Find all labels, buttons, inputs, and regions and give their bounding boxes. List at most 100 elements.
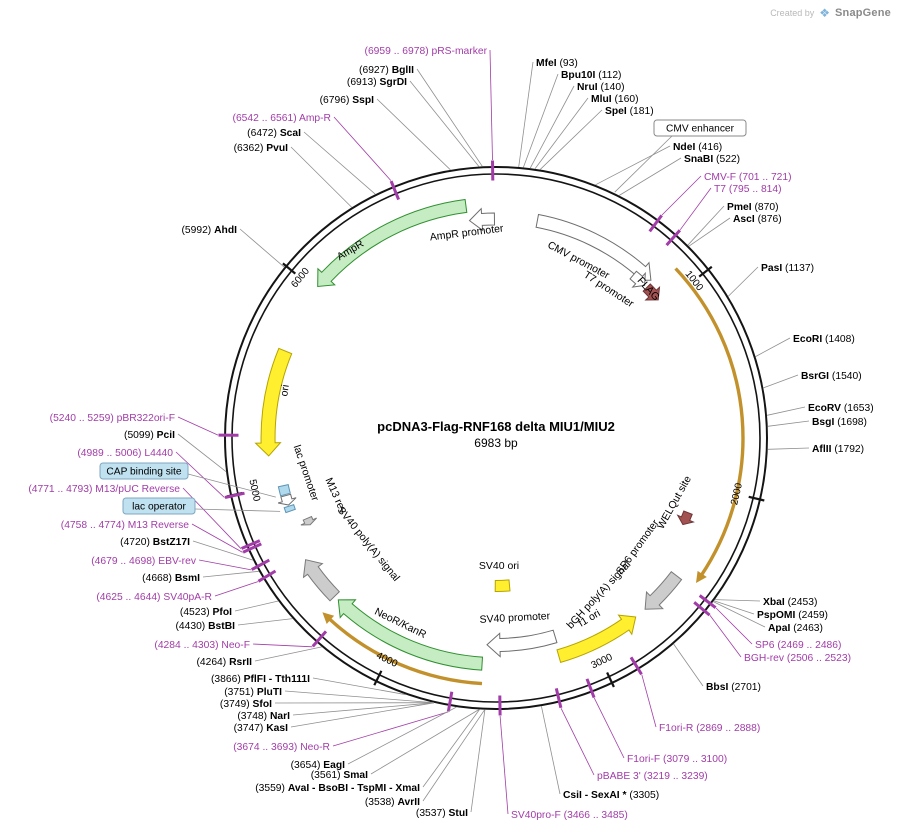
primer-label-cmv-f[interactable]: CMV-F (701 .. 721)	[704, 172, 792, 183]
restriction-site-label-aflii[interactable]: AflII (1792)	[812, 444, 864, 455]
feature-flag[interactable]	[642, 283, 661, 301]
primer-label-m13-puc-reverse[interactable]: (4771 .. 4793) M13/pUC Reverse	[28, 484, 180, 495]
restriction-site-label-pfoi[interactable]: (4523) PfoI	[180, 607, 232, 618]
restriction-site-label-apai[interactable]: ApaI (2463)	[768, 623, 823, 634]
restriction-site-label-sgrdi[interactable]: (6913) SgrDI	[347, 77, 407, 88]
feature-welqut-site[interactable]	[676, 510, 695, 526]
restriction-site-label-spei[interactable]: SpeI (181)	[605, 106, 654, 117]
restriction-site-label-pcii[interactable]: (5099) PciI	[124, 430, 175, 441]
restriction-site-label-bstz17i[interactable]: (4720) BstZ17I	[120, 537, 190, 548]
restriction-site-label-mlui[interactable]: MluI (160)	[591, 94, 639, 105]
primer-label-neo-r[interactable]: (3674 .. 3693) Neo-R	[233, 742, 330, 753]
feature-f1-ori[interactable]	[556, 614, 637, 664]
restriction-site-label-pluti[interactable]: (3751) PluTI	[224, 687, 282, 698]
leader-line	[534, 97, 589, 170]
primer-label-sv40pa-r[interactable]: (4625 .. 4644) SV40pA-R	[96, 592, 212, 603]
restriction-site-label-nrui[interactable]: NruI (140)	[577, 82, 625, 93]
restriction-site-label-bsgi[interactable]: BsgI (1698)	[812, 417, 867, 428]
restriction-site-label-bsrgi[interactable]: BsrGI (1540)	[801, 371, 862, 382]
major-tick	[282, 262, 296, 275]
restriction-site-label-ndei[interactable]: NdeI (416)	[673, 142, 722, 153]
feature-ampr-promoter[interactable]	[468, 207, 496, 232]
restriction-site-label-bsmi[interactable]: (4668) BsmI	[142, 573, 200, 584]
feature-lac-operator[interactable]	[283, 503, 296, 514]
feature-cap-binding-site[interactable]	[277, 484, 291, 497]
feature-bgh-poly-a-signal[interactable]	[644, 570, 683, 610]
primer-label-sp6[interactable]: SP6 (2469 .. 2486)	[755, 640, 841, 651]
restriction-site-label-asci[interactable]: AscI (876)	[733, 214, 782, 225]
primer-label-pbabe-3[interactable]: pBABE 3' (3219 .. 3239)	[597, 771, 708, 782]
primer-label-prs-marker[interactable]: (6959 .. 6978) pRS-marker	[365, 46, 488, 57]
restriction-site-label-pasi[interactable]: PasI (1137)	[761, 263, 814, 274]
restriction-site-label-bstbi[interactable]: (4430) BstBI	[175, 621, 235, 632]
feature-label-sv40-ori[interactable]: SV40 ori	[479, 560, 519, 572]
feature-neor-kanr[interactable]	[337, 599, 484, 671]
restriction-site-label-avai-bsobi-tspmi-xmai[interactable]: (3559) AvaI - BsoBI - TspMI - XmaI	[255, 783, 420, 794]
restriction-site-label-nari[interactable]: (3748) NarI	[237, 711, 290, 722]
restriction-site-label-csii-sexai[interactable]: CsiI - SexAI * (3305)	[563, 790, 659, 801]
feature-m13-rev[interactable]	[300, 515, 317, 526]
primer-label-neo-f[interactable]: (4284 .. 4303) Neo-F	[154, 640, 250, 651]
feature-label-sv40-promoter[interactable]: SV40 promoter	[479, 610, 551, 626]
restriction-site-label-pflfi-tth111i[interactable]: (3866) PflFI - Tth111I	[211, 674, 310, 685]
primer-label-f1ori-f[interactable]: F1ori-F (3079 .. 3100)	[627, 754, 727, 765]
leader-line	[177, 416, 219, 436]
restriction-site-label-eagi[interactable]: (3654) EagI	[291, 760, 346, 771]
leader-line	[523, 73, 559, 168]
primer-tick	[224, 491, 245, 499]
feature-label-ampr-promoter[interactable]: AmpR promoter	[429, 222, 505, 243]
feature-ampr[interactable]	[317, 198, 468, 288]
restriction-site-label-xbai[interactable]: XbaI (2453)	[763, 597, 817, 608]
tick-number: 4000	[374, 650, 399, 670]
restriction-site-label-avrii[interactable]: (3538) AvrII	[365, 797, 420, 808]
leader-line	[713, 601, 766, 628]
feature-neor-orf[interactable]	[322, 612, 483, 686]
leader-line	[763, 374, 799, 389]
feature-lac-promoter[interactable]	[277, 493, 297, 506]
restriction-site-label-ahdi[interactable]: (5992) AhdI	[181, 225, 237, 236]
restriction-site-label-mfei[interactable]: MfeI (93)	[536, 58, 578, 69]
restriction-site-label-sspi[interactable]: (6796) SspI	[320, 95, 375, 106]
restriction-site-label-pmei[interactable]: PmeI (870)	[727, 202, 779, 213]
feature-sv40-promoter[interactable]	[486, 629, 558, 658]
restriction-site-label-ecorv[interactable]: EcoRV (1653)	[808, 403, 874, 414]
feature-sv40-poly-a-signal[interactable]	[302, 559, 341, 602]
restriction-site-label-pvui[interactable]: (6362) PvuI	[234, 143, 289, 154]
boxed-label-cap-binding-site[interactable]: CAP binding site	[99, 462, 189, 480]
restriction-site-label-pspomi[interactable]: PspOMI (2459)	[757, 610, 828, 621]
feature-ori[interactable]	[254, 347, 293, 457]
primer-label-m13-reverse[interactable]: (4758 .. 4774) M13 Reverse	[61, 520, 189, 531]
primer-label-amp-r[interactable]: (6542 .. 6561) Amp-R	[233, 113, 331, 124]
restriction-site-label-ecori[interactable]: EcoRI (1408)	[793, 334, 855, 345]
primer-tick	[554, 688, 563, 709]
primer-label-l4440[interactable]: (4989 .. 5006) L4440	[77, 448, 173, 459]
restriction-site-label-kasi[interactable]: (3747) KasI	[234, 723, 289, 734]
boxed-label-lac-operator[interactable]: lac operator	[122, 497, 196, 515]
restriction-site-label-bpu10i[interactable]: Bpu10I (112)	[561, 70, 621, 81]
boxed-label-cmv-enhancer[interactable]: CMV enhancer	[653, 119, 747, 137]
restriction-site-label-rsrii[interactable]: (4264) RsrII	[196, 657, 252, 668]
leader-line	[284, 690, 434, 703]
feature-label-lac-promoter[interactable]: lac promoter	[291, 443, 322, 503]
primer-label-t7[interactable]: T7 (795 .. 814)	[714, 184, 782, 195]
primer-label-sv40pro-f[interactable]: SV40pro-F (3466 .. 3485)	[511, 810, 628, 821]
restriction-site-label-sfoi[interactable]: (3749) SfoI	[220, 699, 272, 710]
primer-label-f1ori-r[interactable]: F1ori-R (2869 .. 2888)	[659, 723, 760, 734]
restriction-site-label-stui[interactable]: (3537) StuI	[416, 808, 468, 819]
feature-t7-promoter[interactable]	[629, 270, 646, 288]
primer-label-ebv-rev[interactable]: (4679 .. 4698) EBV-rev	[91, 556, 197, 567]
primer-label-bgh-rev[interactable]: BGH-rev (2506 .. 2523)	[744, 653, 851, 664]
leader-line	[422, 709, 485, 802]
restriction-site-label-bglii[interactable]: (6927) BglII	[359, 65, 414, 76]
feature-label-sv40-poly-a-signal[interactable]: SV40 poly(A) signal	[335, 505, 402, 584]
feature-sv40-ori[interactable]	[494, 579, 511, 593]
restriction-site-label-smai[interactable]: (3561) SmaI	[311, 770, 368, 781]
restriction-site-label-scai[interactable]: (6472) ScaI	[247, 128, 301, 139]
restriction-site-label-snabi[interactable]: SnaBI (522)	[684, 154, 740, 165]
primer-tick	[698, 594, 717, 609]
feature-rnf168-orf[interactable]	[674, 267, 745, 584]
feature-label-ori[interactable]: ori	[278, 384, 292, 397]
restriction-site-label-bbsi[interactable]: BbsI (2701)	[706, 682, 761, 693]
primer-label-pbr322ori-f[interactable]: (5240 .. 5259) pBR322ori-F	[50, 413, 175, 424]
leader-line	[595, 145, 671, 186]
